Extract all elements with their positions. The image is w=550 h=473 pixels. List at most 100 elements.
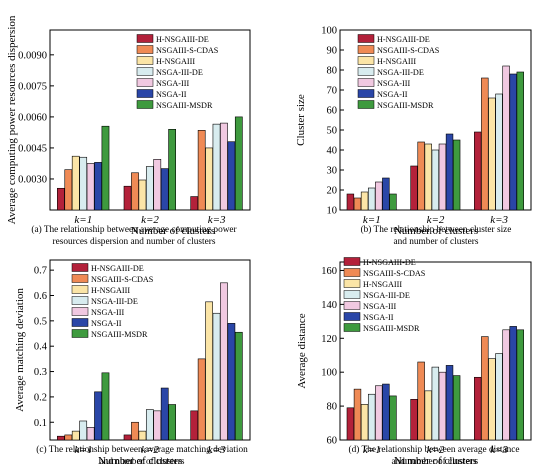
- legend-label: H-NSGAIII: [363, 280, 402, 289]
- bar-nsgaiii-msdr-k3: [516, 71, 524, 211]
- bar-nsga-ii-k1: [94, 391, 102, 441]
- bar-nsga-iii-k2: [438, 371, 447, 441]
- bar-nsga-ii-k2: [445, 365, 454, 441]
- caption-line: and number of clusters: [100, 456, 185, 467]
- legend-label: H-NSGAIII: [91, 286, 130, 295]
- y-tick-label: 0.0090: [18, 50, 47, 61]
- y-tick-label: 80: [327, 402, 338, 413]
- bar-h-nsgaiii-de-k2: [123, 434, 132, 441]
- caption-line: (b) The relationship between cluster siz…: [361, 224, 512, 235]
- legend-label: NSGA-II: [156, 90, 187, 99]
- legend-swatch: [343, 268, 361, 277]
- legend-swatch: [357, 67, 375, 76]
- x-tick-label: k=2: [427, 444, 445, 456]
- legend-swatch: [136, 34, 154, 43]
- legend-label: NSGAIII-MSDR: [91, 330, 148, 339]
- bar-nsgaiii-msdr-k1: [389, 193, 397, 211]
- x-tick-label: k=3: [490, 214, 508, 226]
- bar-nsga-iii-k1: [375, 181, 383, 211]
- bar-nsgaiii-msdr-k2: [452, 375, 461, 441]
- bar-nsga-iii-de-k2: [145, 166, 154, 211]
- x-tick-label: k=1: [74, 444, 92, 456]
- bar-nsga-iii-k1: [86, 163, 95, 211]
- bar-nsgaiii-msdr-k3: [234, 331, 243, 441]
- y-tick-label: 90: [327, 46, 338, 57]
- caption-line: (a) The relationship between average com…: [31, 224, 237, 235]
- bar-nsga-iii-k1: [86, 427, 95, 441]
- bar-nsga-ii-k2: [160, 387, 169, 441]
- bar-nsgaiii-s-cdas-k3: [197, 358, 206, 441]
- legend-swatch: [357, 100, 375, 109]
- x-tick-label: k=2: [141, 214, 159, 226]
- x-tick-label: k=2: [427, 214, 445, 226]
- x-tick-label: k=3: [208, 444, 226, 456]
- bar-nsga-iii-de-k1: [79, 420, 88, 441]
- bars: [346, 65, 524, 211]
- bar-h-nsgaiii-de-k1: [57, 187, 65, 211]
- y-axis-label: Average matching deviation: [14, 288, 26, 412]
- y-tick-label: 0.4: [34, 342, 48, 353]
- bar-nsga-iii-k3: [502, 65, 510, 211]
- bar-nsgaiii-s-cdas-k2: [417, 361, 425, 441]
- chart-panel-3: 0.1 0.2 0.3 0.4 0.5 0.6 0.7 Average matching de…: [14, 259, 251, 467]
- x-axis-label: Number of clusters: [394, 455, 478, 467]
- bar-nsga-iii-de-k3: [212, 123, 221, 211]
- x-tick-label: k=2: [141, 444, 159, 456]
- chart-panel-4: 60 80 100 120 140 160 Average distance k=1 k=2 k=…: [296, 257, 532, 467]
- legend-swatch: [357, 45, 375, 54]
- y-tick-label: 60: [327, 436, 338, 447]
- y-tick-label: 0.0075: [18, 81, 47, 92]
- x-tick-label: k=1: [363, 444, 381, 456]
- legend-swatch: [357, 78, 375, 87]
- bar-nsga-iii-k3: [220, 122, 228, 211]
- legend-swatch: [71, 274, 89, 283]
- x-tick-label: k=1: [363, 214, 381, 226]
- y-tick-label: 0.5: [34, 316, 47, 327]
- bar-nsga-iii-de-k3: [495, 93, 503, 211]
- x-axis-label: Number of clusters: [131, 225, 215, 237]
- bar-nsga-iii-de-k2: [431, 149, 440, 211]
- bar-nsgaiii-s-cdas-k2: [131, 421, 139, 441]
- bar-nsga-iii-de-k2: [431, 366, 440, 441]
- bar-nsga-ii-k3: [509, 73, 517, 211]
- caption-line: (d) The relationship between average dis…: [349, 444, 520, 455]
- legend-label: NSGA-III-DE: [91, 297, 138, 306]
- bar-nsgaiii-msdr-k3: [516, 329, 524, 441]
- x-tick-label: k=1: [74, 214, 92, 226]
- legend-swatch: [343, 257, 361, 266]
- bar-h-nsgaiii-de-k2: [410, 165, 418, 211]
- legend-swatch: [357, 89, 375, 98]
- legend-label: H-NSGAIII-DE: [363, 258, 416, 267]
- bar-h-nsgaiii-de-k1: [57, 435, 65, 441]
- legend-label: NSGAIII-MSDR: [363, 324, 420, 333]
- bar-nsgaiii-s-cdas-k1: [353, 197, 362, 211]
- chart-panel-2: 10 20 30 40 50 60 70 80 90 100 Cluster size k=1 k=2 k…: [295, 26, 532, 247]
- y-tick-label: 40: [327, 146, 338, 157]
- y-axis-ticks: 10 20 30 40 50 60 70 80 90 100: [321, 26, 344, 217]
- legend-label: NSGA-III: [363, 302, 396, 311]
- bar-h-nsgaiii-k3: [488, 97, 496, 211]
- legend-swatch: [71, 285, 89, 294]
- bar-nsgaiii-msdr-k2: [168, 404, 177, 441]
- y-tick-label: 50: [327, 126, 338, 137]
- bar-nsgaiii-msdr-k1: [101, 125, 110, 211]
- bar-h-nsgaiii-k3: [205, 301, 213, 441]
- legend-label: NSGAIII-S-CDAS: [377, 46, 440, 55]
- legend-label: NSGA-III-DE: [156, 68, 203, 77]
- legend-swatch: [343, 323, 361, 332]
- legend-swatch: [357, 56, 375, 65]
- legend-swatch: [136, 56, 154, 65]
- bar-h-nsgaiii-k3: [205, 147, 213, 211]
- legend: H-NSGAIII-DE NSGAIII-S-CDAS H-NSGAIII NSGA-…: [136, 34, 219, 110]
- x-tick-label: k=3: [490, 444, 508, 456]
- y-tick-label: 0.0060: [18, 112, 47, 123]
- bar-nsga-iii-de-k1: [367, 393, 376, 441]
- y-tick-label: 0.0045: [18, 143, 47, 154]
- legend-label: NSGAIII-S-CDAS: [91, 275, 154, 284]
- bar-h-nsgaiii-de-k1: [346, 407, 355, 441]
- y-tick-label: 120: [321, 334, 337, 345]
- y-tick-label: 0.6: [34, 291, 47, 302]
- bar-nsga-ii-k3: [227, 141, 236, 211]
- legend-swatch: [71, 296, 89, 305]
